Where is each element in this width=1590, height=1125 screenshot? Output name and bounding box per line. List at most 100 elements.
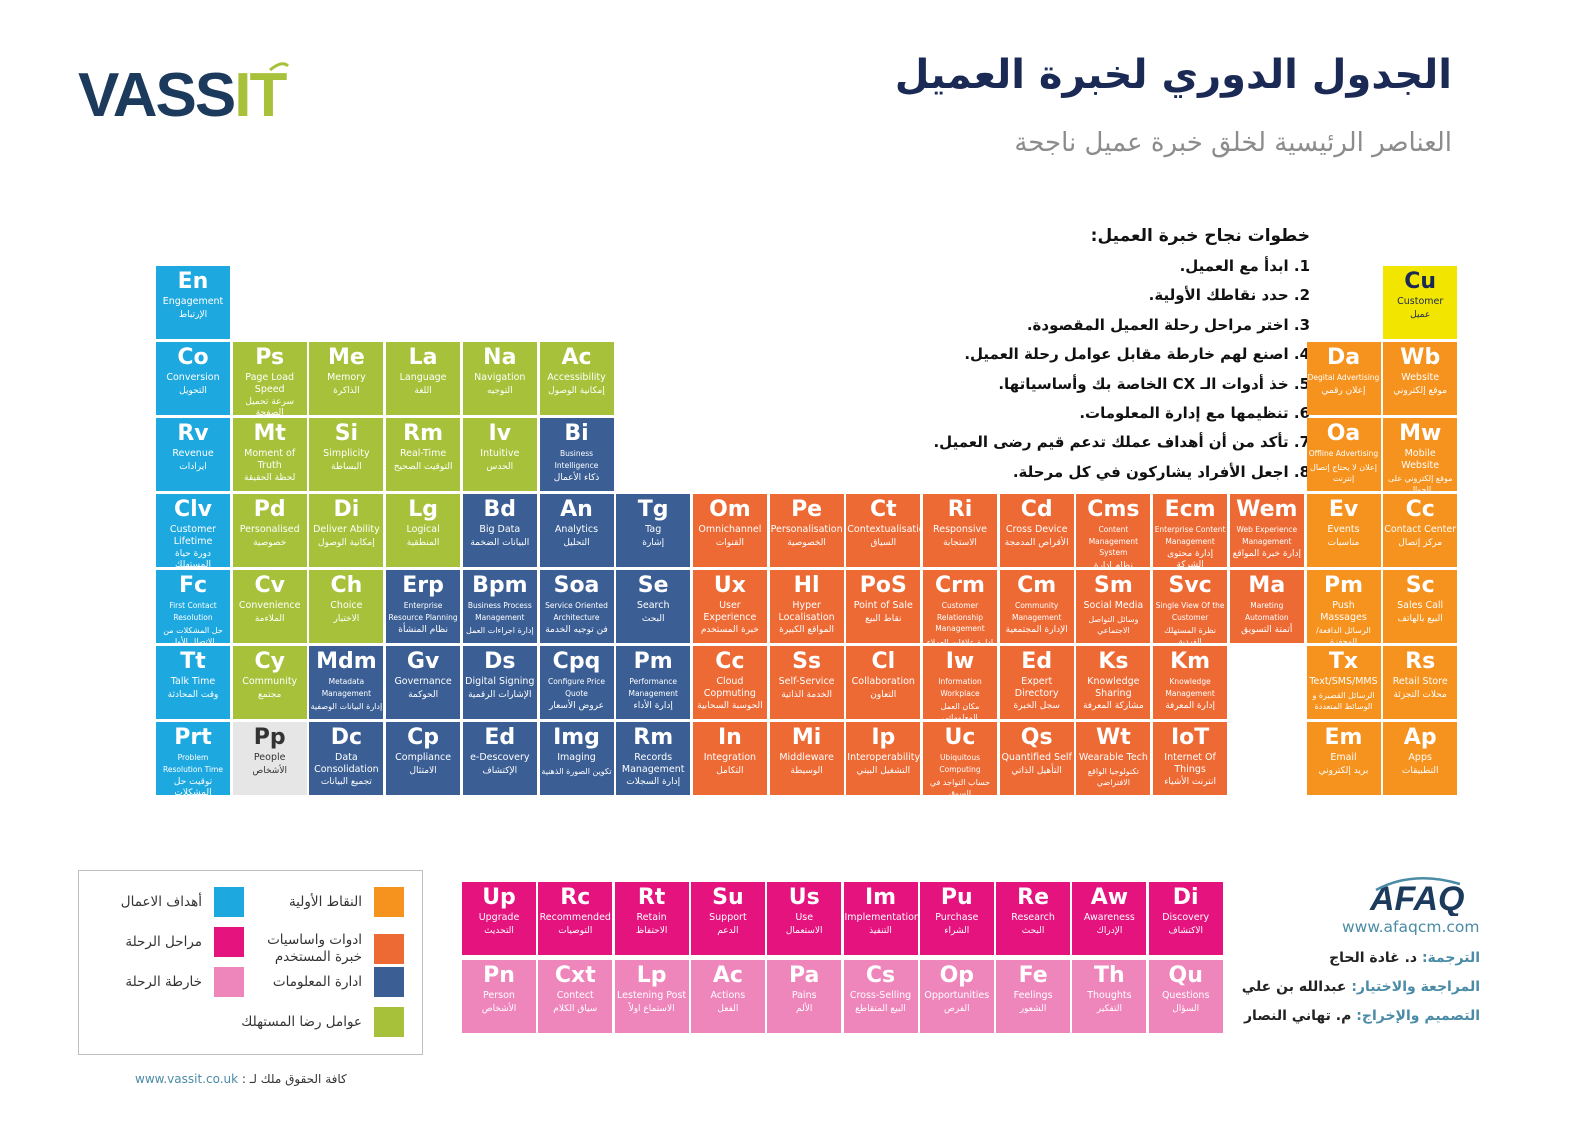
element-tile: Dc Data Consolidation تجميع البيانات: [309, 722, 384, 795]
element-symbol: Ds: [484, 649, 516, 674]
afaq-url-link[interactable]: www.afaqcm.com: [1342, 918, 1480, 936]
element-symbol: Rm: [403, 421, 444, 446]
element-symbol: Tt: [180, 649, 206, 674]
legend-swatch: [214, 967, 244, 997]
element-english-name: Memory: [327, 372, 366, 383]
element-english-name: Discovery: [1162, 912, 1210, 923]
element-arabic-name: المنطقية: [406, 537, 440, 548]
element-english-name: Search: [636, 600, 670, 611]
element-tile: Si Simplicity البساطة: [309, 418, 384, 491]
element-arabic-name: موقع إلكتروني: [1393, 385, 1448, 396]
element-symbol: Bd: [483, 497, 517, 522]
element-english-name: Performance Management: [628, 677, 678, 698]
element-symbol: Tx: [1328, 649, 1359, 674]
element-symbol: Wt: [1095, 725, 1131, 750]
element-arabic-name: حساب التواجد في السوق: [929, 778, 991, 795]
element-english-name: Enterprise Resource Planning: [388, 601, 458, 622]
element-english-name: Expert Directory: [1014, 676, 1059, 699]
element-arabic-name: الألم: [796, 1003, 813, 1014]
legend-label: ادارة المعلومات: [272, 973, 362, 990]
element-tile: Rs Retail Store محلات التجزئة: [1383, 646, 1458, 719]
element-symbol: IoT: [1170, 725, 1210, 750]
credit-key: المراجعة والاختيار:: [1351, 979, 1480, 995]
element-tile: Ch Choice الاختيار: [309, 570, 384, 643]
element-arabic-name: الاحتفاظ: [635, 925, 668, 936]
credit-translation: الترجمة: د. غادة الحاج: [1329, 950, 1480, 966]
step-item: 8. اجعل الأفراد يشاركون في كل مرحلة.: [1012, 462, 1310, 481]
element-symbol: Rm: [633, 725, 674, 750]
element-tile: Cd Cross Device الأقراص المدمجة: [999, 494, 1074, 567]
element-english-name: Personalised: [239, 524, 300, 535]
element-symbol: Pp: [253, 725, 286, 750]
element-tile: Sm Social Media وسائل التواصل الاجتماعي: [1076, 570, 1151, 643]
element-arabic-name: السياق: [870, 537, 897, 548]
element-tile: Me Memory الذاكرة: [309, 342, 384, 415]
step-item: 2. حدد نقاطك الأولية.: [1148, 286, 1310, 305]
element-tile: Cxt Contect سياق الكلام: [538, 960, 613, 1033]
element-tile: Fc First Contact Resolution حل المشكلات من…: [156, 570, 230, 643]
element-english-name: Support: [709, 912, 747, 923]
element-tile: Ed Expert Directory سجل الخبرة: [999, 646, 1074, 719]
element-symbol: Cc: [715, 649, 745, 674]
element-english-name: Retail Store: [1392, 676, 1448, 687]
element-tile: PoS Point of Sale نقاط البيع: [846, 570, 921, 643]
element-symbol: Se: [637, 573, 669, 598]
element-symbol: Ac: [712, 963, 743, 988]
element-symbol: Ks: [1098, 649, 1129, 674]
element-tile: Gv Governance الحوكمة: [386, 646, 461, 719]
element-symbol: Erp: [402, 573, 444, 598]
element-symbol: Svc: [1168, 573, 1212, 598]
element-arabic-name: التحليل: [563, 537, 590, 548]
element-symbol: Co: [177, 345, 209, 370]
element-arabic-name: التكامل: [716, 765, 744, 776]
element-tile: Sc Sales Call البيع بالهاتف: [1383, 570, 1458, 643]
element-english-name: Integration: [703, 752, 757, 763]
element-symbol: Om: [709, 497, 751, 522]
element-arabic-name: وسائل التواصل الاجتماعي: [1088, 614, 1139, 635]
element-english-name: Email: [1330, 752, 1357, 763]
element-tile: Ecm Enterprise Content Management إدارة مح…: [1153, 494, 1228, 567]
element-arabic-name: محلات التجزئة: [1393, 689, 1447, 700]
element-arabic-name: إدارة خبرة المواقع: [1232, 549, 1302, 559]
element-english-name: Self-Service: [778, 676, 835, 687]
element-tile: Se Search البحث: [616, 570, 691, 643]
element-tile: Prt Problem Resolution Time توقيت حل المشك…: [156, 722, 230, 795]
element-arabic-name: إمكانية الوصول: [318, 537, 375, 548]
element-english-name: Hyper Localisation: [778, 600, 835, 623]
element-symbol: Mt: [253, 421, 286, 446]
element-symbol: Gv: [406, 649, 440, 674]
element-symbol: Hl: [793, 573, 820, 598]
step-item: 1. ابدأ مع العميل.: [1179, 257, 1310, 275]
element-arabic-name: عميل: [1410, 309, 1431, 320]
element-arabic-name: بريد إلكتروني: [1318, 765, 1369, 776]
footer-url-link[interactable]: www.vassit.co.uk: [135, 1072, 239, 1086]
element-arabic-name: التوجيه: [486, 385, 513, 396]
element-arabic-name: الأشخاص: [481, 1003, 517, 1014]
element-tile: Mt Moment of Truth لحظة الحقيقة: [232, 418, 307, 491]
element-symbol: Ap: [1403, 725, 1437, 750]
element-tile: Ct Contextualisation السياق: [846, 494, 921, 567]
element-symbol: Di: [333, 497, 360, 522]
element-english-name: Business Intelligence: [554, 449, 599, 470]
element-symbol: Img: [553, 725, 600, 750]
element-english-name: Collaboration: [851, 676, 915, 687]
element-arabic-name: الاكتشاف: [1168, 925, 1204, 936]
element-english-name: Single View Of the Customer: [1155, 601, 1225, 622]
element-english-name: Text/SMS/MMS: [1309, 676, 1378, 687]
element-symbol: Cs: [865, 963, 896, 988]
element-arabic-name: التوصيات: [558, 925, 593, 936]
element-arabic-name: مجتمع: [258, 689, 282, 700]
element-symbol: Clv: [173, 497, 213, 522]
element-arabic-name: البحث: [641, 613, 665, 624]
element-symbol: Fe: [1018, 963, 1048, 988]
element-tile: Ip Interoperability التشغيل البيني: [846, 722, 921, 795]
element-english-name: Conversion: [166, 372, 220, 383]
element-english-name: Real-Time: [399, 448, 447, 459]
element-arabic-name: التنفيذ: [869, 925, 892, 936]
element-symbol: Iv: [488, 421, 512, 446]
element-symbol: Mi: [791, 725, 822, 750]
element-arabic-name: حل المشكلات من الاتصال الأول: [163, 626, 223, 643]
element-arabic-name: إدارة اجراءات العمل: [465, 626, 534, 635]
element-tile: Ss Self-Service الخدمة الذاتية: [769, 646, 844, 719]
element-symbol: Cv: [254, 573, 285, 598]
